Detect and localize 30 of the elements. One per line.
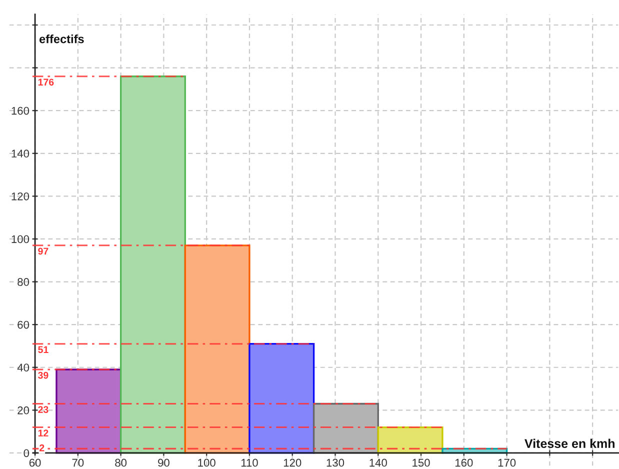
ref-line-label: 2	[40, 444, 44, 452]
y-tick-label: 60	[18, 320, 30, 329]
y-tick-label: 40	[17, 364, 30, 372]
x-tick-label: 60	[29, 458, 41, 467]
y-tick-label: 0	[24, 449, 30, 458]
x-tick-label: 110	[241, 458, 258, 467]
y-axis-title: effectifs	[39, 34, 84, 44]
ref-line-label: 176	[38, 78, 54, 86]
y-tick-label: 140	[12, 150, 30, 158]
x-tick-label: 90	[158, 458, 170, 467]
x-tick-label: 130	[326, 458, 344, 467]
x-tick-label: 70	[72, 458, 84, 467]
x-tick-label: 150	[412, 458, 430, 467]
ref-line-label: 12	[38, 430, 48, 436]
ref-line-label: 39	[38, 372, 48, 379]
y-tick-label: 160	[12, 106, 30, 115]
y-tick-label: 120	[12, 192, 30, 200]
x-axis-title: Vitesse en kmh	[524, 438, 614, 448]
ref-line-label: 97	[38, 248, 48, 255]
x-tick-label: 100	[198, 458, 216, 467]
ref-line-label: 51	[38, 346, 48, 354]
ref-line-label: 23	[38, 406, 48, 413]
y-tick-label: 100	[12, 235, 30, 244]
x-tick-label: 80	[115, 458, 127, 467]
y-tick-label: 80	[18, 278, 30, 286]
x-tick-label: 140	[370, 458, 387, 467]
x-tick-label: 170	[498, 458, 516, 467]
y-tick-label: 20	[18, 406, 30, 414]
x-tick-label: 120	[284, 458, 302, 467]
x-tick-label: 160	[455, 458, 473, 467]
